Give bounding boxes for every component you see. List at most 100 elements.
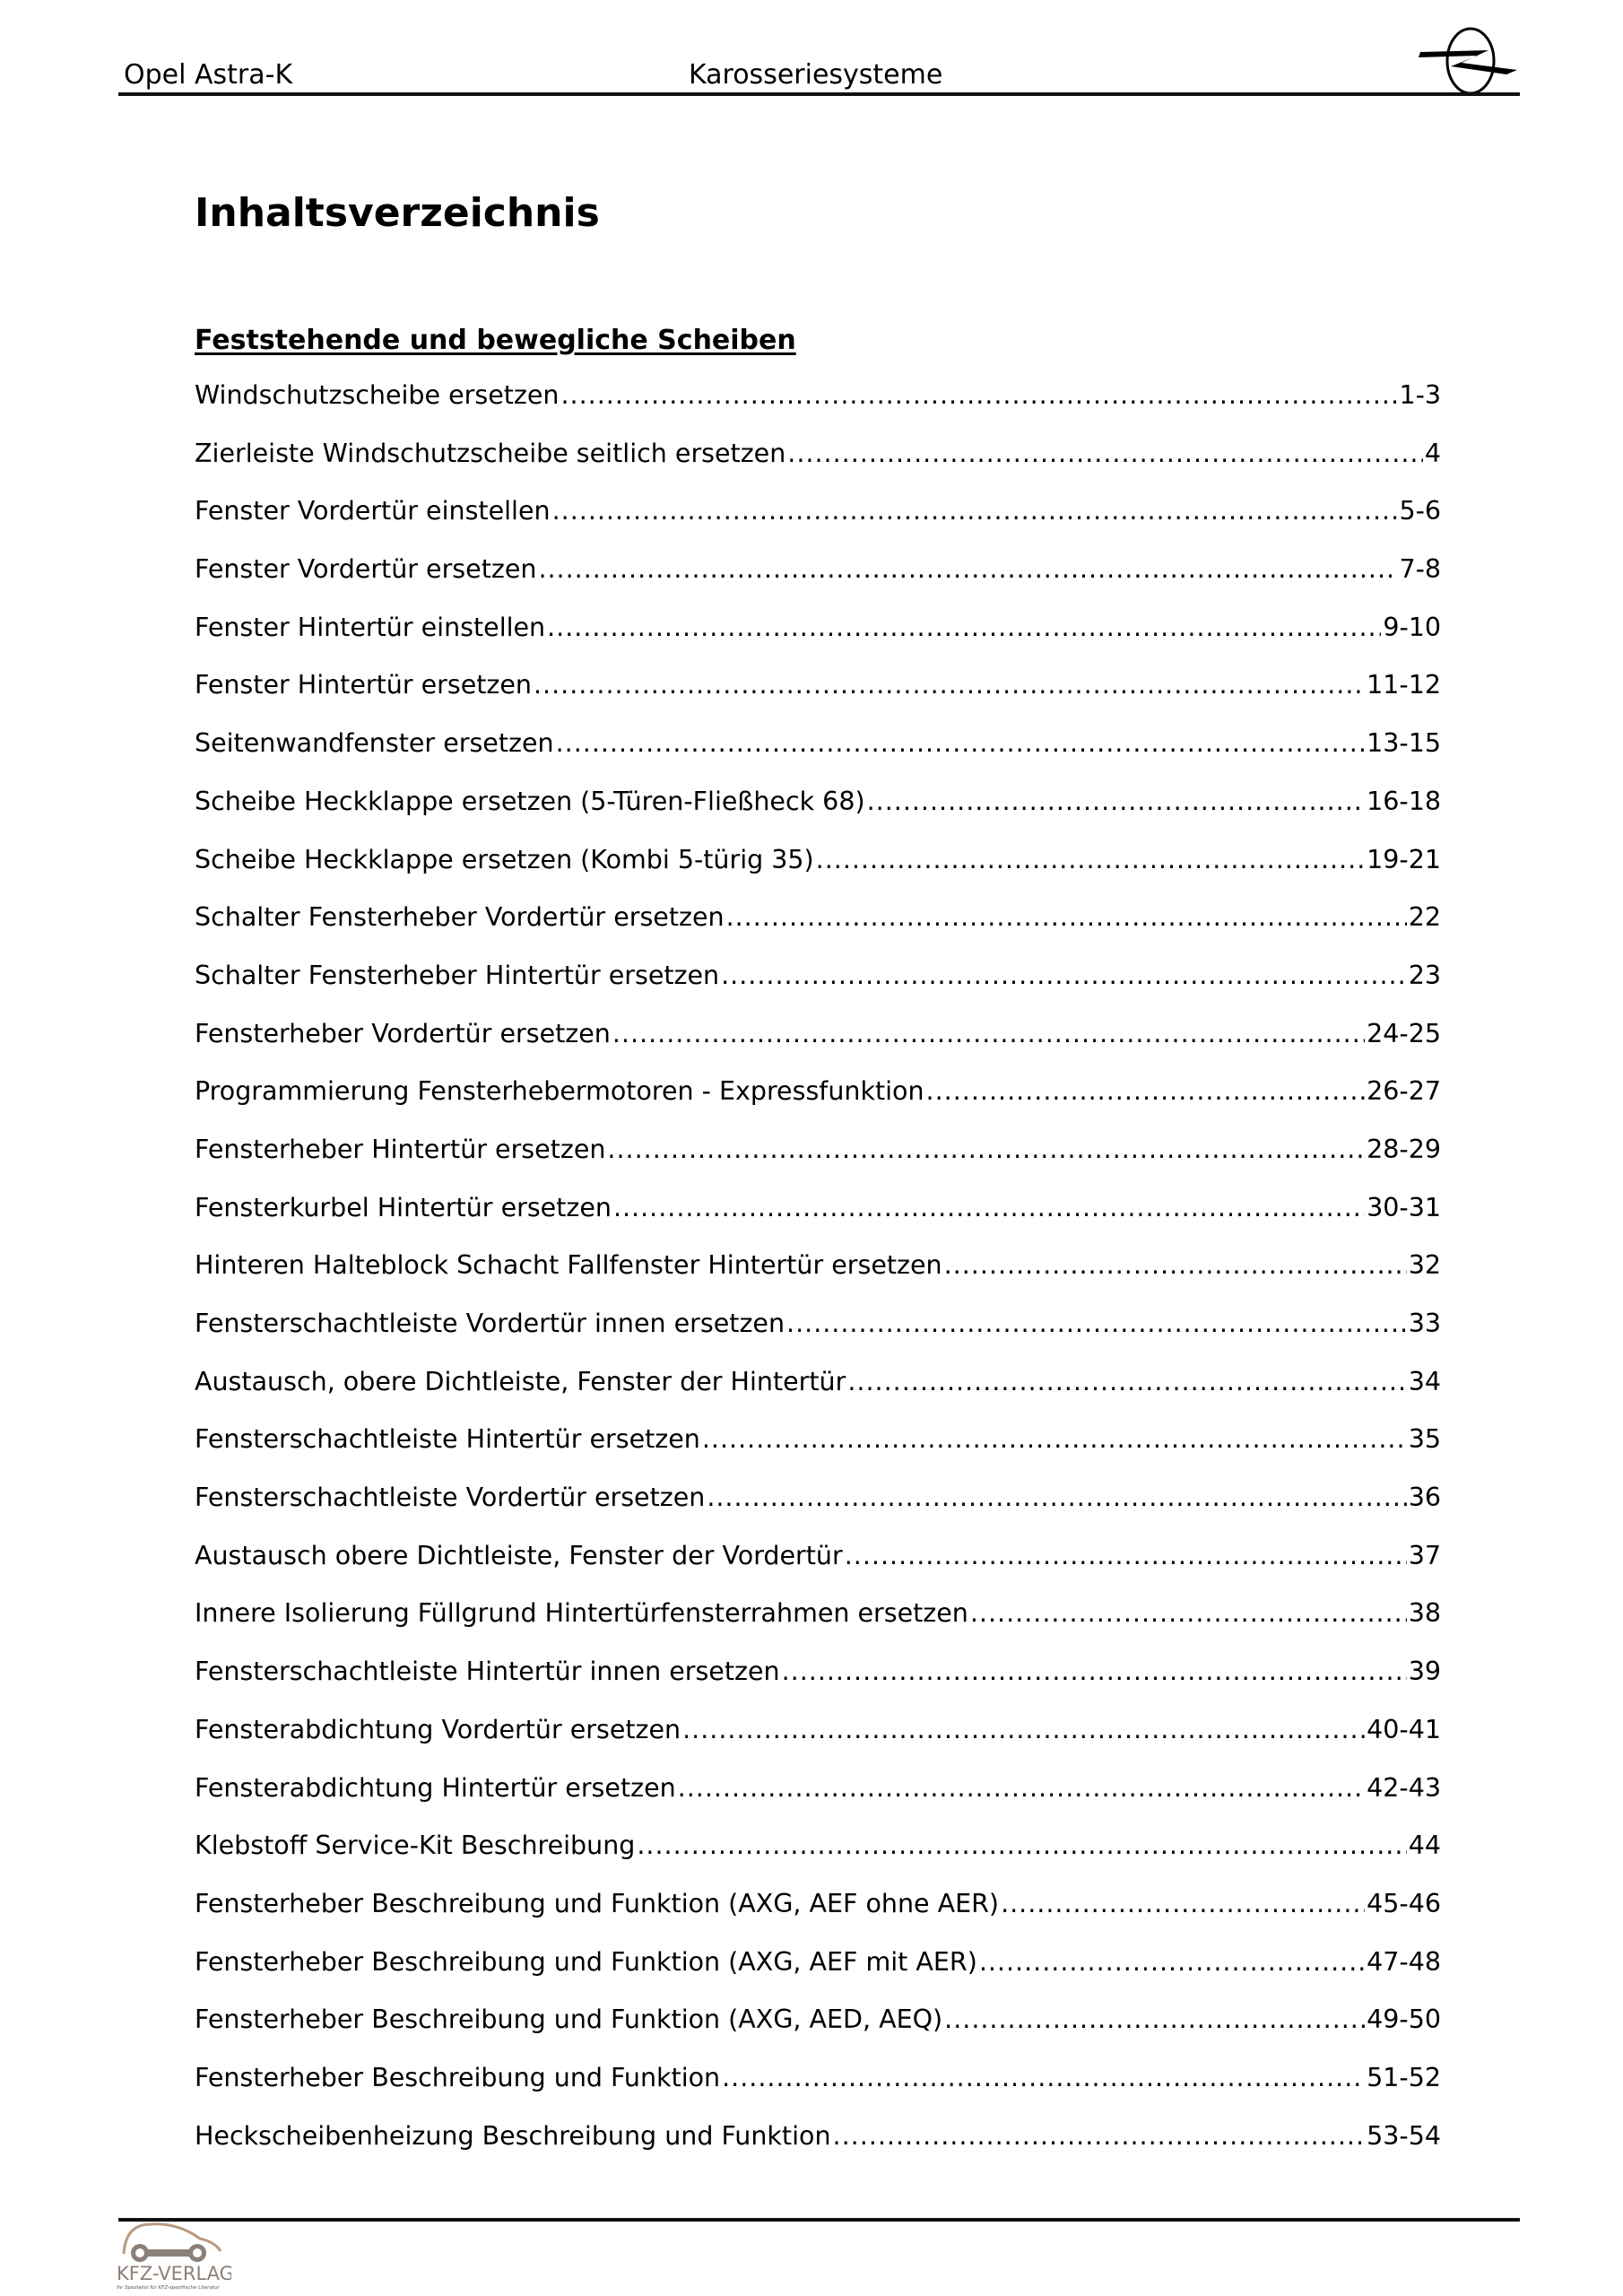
dot-leader bbox=[726, 902, 1407, 932]
toc-entry-title: Klebstoff Service-Kit Beschreibung bbox=[195, 1831, 636, 1861]
toc-entry-title: Windschutzscheibe ersetzen bbox=[195, 380, 560, 410]
toc-entry[interactable]: Fensterheber Hintertür ersetzen 28-29 bbox=[195, 1135, 1441, 1193]
dot-leader bbox=[970, 1598, 1407, 1628]
toc-entry-page: 28-29 bbox=[1367, 1134, 1441, 1164]
header-rule bbox=[118, 92, 1520, 96]
toc-entry[interactable]: Austausch, obere Dichtleiste, Fenster de… bbox=[195, 1367, 1441, 1425]
toc-entry-title: Seitenwandfenster ersetzen bbox=[195, 728, 554, 759]
toc-entry-title: Fensterabdichtung Hintertür ersetzen bbox=[195, 1772, 676, 1803]
toc-entry[interactable]: Fensterschachtleiste Vordertür ersetzen 3… bbox=[195, 1483, 1441, 1541]
toc-entry-page: 34 bbox=[1408, 1366, 1441, 1396]
toc-entry-title: Fensterschachtleiste Vordertür innen ers… bbox=[195, 1309, 785, 1338]
toc-entry[interactable]: Fenster Vordertür ersetzen 7-8 bbox=[195, 554, 1441, 613]
dot-leader bbox=[707, 1483, 1406, 1512]
toc-entry-title: Fenster Hintertür ersetzen bbox=[195, 670, 532, 700]
dot-leader bbox=[845, 1541, 1407, 1570]
dot-leader bbox=[552, 496, 1398, 526]
toc-entry-title: Fensterabdichtung Vordertür ersetzen bbox=[195, 1714, 681, 1744]
toc-entry[interactable]: Fensterabdichtung Hintertür ersetzen 42-4… bbox=[195, 1773, 1441, 1831]
toc-entry-title: Fensterkurbel Hintertür ersetzen bbox=[195, 1192, 612, 1222]
toc-entry-page: 16-18 bbox=[1367, 786, 1441, 816]
toc-entry-page: 45-46 bbox=[1367, 1888, 1441, 1918]
dot-leader bbox=[547, 613, 1381, 642]
toc-entry-title: Austausch obere Dichtleiste, Fenster der… bbox=[195, 1540, 843, 1570]
toc-entry-title: Hinteren Halteblock Schacht Fallfenster … bbox=[195, 1250, 942, 1281]
dot-leader bbox=[678, 1773, 1366, 1803]
toc-entry[interactable]: Scheibe Heckklappe ersetzen (Kombi 5-tür… bbox=[195, 845, 1441, 903]
toc-entry-page: 35 bbox=[1408, 1424, 1441, 1455]
toc-entry-page: 4 bbox=[1424, 438, 1441, 468]
toc-entry[interactable]: Scheibe Heckklappe ersetzen (5-Türen-Fli… bbox=[195, 787, 1441, 845]
toc-entry-page: 22 bbox=[1408, 902, 1441, 933]
toc-entry-page: 11-12 bbox=[1367, 670, 1441, 700]
dot-leader bbox=[782, 1657, 1407, 1686]
toc-entry[interactable]: Fensterheber Beschreibung und Funktion (… bbox=[195, 2005, 1441, 2063]
toc-entry[interactable]: Windschutzscheibe ersetzen 1-3 bbox=[195, 380, 1441, 439]
toc-entry-title: Fensterschachtleiste Hintertür innen ers… bbox=[195, 1657, 780, 1687]
toc-entry-page: 40-41 bbox=[1367, 1714, 1441, 1744]
opel-logo-icon bbox=[1419, 27, 1517, 95]
toc-entry-title: Fensterheber Beschreibung und Funktion (… bbox=[195, 2005, 943, 2035]
toc-entry-title: Scheibe Heckklappe ersetzen (Kombi 5-tür… bbox=[195, 844, 814, 874]
toc-entry[interactable]: Fensterheber Beschreibung und Funktion (… bbox=[195, 1889, 1441, 1947]
toc-entry-page: 30-31 bbox=[1367, 1192, 1441, 1222]
toc-entry[interactable]: Heckscheibenheizung Beschreibung und Fun… bbox=[195, 2121, 1441, 2179]
dot-leader bbox=[944, 1250, 1407, 1280]
toc-entry[interactable]: Innere Isolierung Füllgrund Hintertürfen… bbox=[195, 1598, 1441, 1657]
section-heading: Feststehende und bewegliche Scheiben bbox=[195, 325, 796, 356]
toc-entry[interactable]: Fensterkurbel Hintertür ersetzen 30-31 bbox=[195, 1193, 1441, 1251]
dot-leader bbox=[847, 1367, 1406, 1396]
toc-entry-page: 26-27 bbox=[1367, 1076, 1441, 1107]
toc-entry[interactable]: Schalter Fensterheber Hintertür ersetzen… bbox=[195, 961, 1441, 1019]
toc-entry-page: 36 bbox=[1408, 1483, 1441, 1513]
toc-entry[interactable]: Fenster Hintertür ersetzen 11-12 bbox=[195, 670, 1441, 728]
toc-entry-title: Innere Isolierung Füllgrund Hintertürfen… bbox=[195, 1598, 968, 1629]
toc-entry-page: 47-48 bbox=[1367, 1946, 1441, 1977]
toc-entry[interactable]: Fenster Vordertür einstellen 5-6 bbox=[195, 496, 1441, 554]
table-of-contents: Windschutzscheibe ersetzen 1-3 Zierleiste … bbox=[195, 380, 1441, 2179]
svg-text:Ihr Spezialist für KFZ-spezifi: Ihr Spezialist für KFZ-spezifische Liter… bbox=[117, 2285, 220, 2291]
toc-entry[interactable]: Fensterheber Beschreibung und Funktion 51… bbox=[195, 2063, 1441, 2121]
dot-leader bbox=[682, 1715, 1365, 1744]
toc-entry-page: 42-43 bbox=[1367, 1772, 1441, 1803]
dot-leader bbox=[534, 670, 1365, 700]
toc-entry[interactable]: Fensterheber Beschreibung und Funktion (… bbox=[195, 1947, 1441, 2005]
dot-leader bbox=[612, 1019, 1365, 1048]
header-model: Opel Astra-K bbox=[124, 59, 293, 91]
toc-entry-title: Fensterheber Hintertür ersetzen bbox=[195, 1134, 606, 1164]
toc-entry[interactable]: Fensterschachtleiste Vordertür innen ers… bbox=[195, 1309, 1441, 1367]
footer-rule bbox=[118, 2218, 1520, 2222]
dot-leader bbox=[787, 439, 1423, 468]
toc-entry-page: 37 bbox=[1408, 1540, 1441, 1570]
dot-leader bbox=[721, 961, 1407, 990]
toc-entry-page: 38 bbox=[1408, 1598, 1441, 1629]
toc-entry[interactable]: Fensterschachtleiste Hintertür innen ers… bbox=[195, 1657, 1441, 1715]
toc-entry[interactable]: Fensterschachtleiste Hintertür ersetzen 3… bbox=[195, 1424, 1441, 1483]
toc-entry-title: Fensterschachtleiste Vordertür ersetzen bbox=[195, 1483, 706, 1513]
toc-entry[interactable]: Programmierung Fensterhebermotoren - Exp… bbox=[195, 1076, 1441, 1135]
dot-leader bbox=[816, 845, 1366, 874]
toc-entry-title: Fensterschachtleiste Hintertür ersetzen bbox=[195, 1424, 700, 1455]
toc-entry-page: 49-50 bbox=[1367, 2005, 1441, 2035]
toc-entry[interactable]: Schalter Fensterheber Vordertür ersetzen… bbox=[195, 902, 1441, 961]
toc-entry[interactable]: Seitenwandfenster ersetzen 13-15 bbox=[195, 728, 1441, 787]
toc-entry-page: 1-3 bbox=[1399, 380, 1441, 410]
toc-entry-page: 39 bbox=[1408, 1657, 1441, 1687]
toc-entry[interactable]: Fenster Hintertür einstellen 9-10 bbox=[195, 613, 1441, 671]
dot-leader bbox=[538, 554, 1397, 584]
toc-entry[interactable]: Zierleiste Windschutzscheibe seitlich er… bbox=[195, 439, 1441, 497]
toc-entry[interactable]: Fensterheber Vordertür ersetzen 24-25 bbox=[195, 1019, 1441, 1077]
toc-entry-title: Fensterheber Beschreibung und Funktion (… bbox=[195, 1888, 1000, 1918]
toc-entry[interactable]: Klebstoff Service-Kit Beschreibung 44 bbox=[195, 1831, 1441, 1889]
toc-entry-title: Fensterheber Vordertür ersetzen bbox=[195, 1018, 611, 1048]
toc-entry[interactable]: Austausch obere Dichtleiste, Fenster der… bbox=[195, 1541, 1441, 1599]
toc-entry-title: Programmierung Fensterhebermotoren - Exp… bbox=[195, 1076, 924, 1107]
toc-entry-page: 5-6 bbox=[1399, 496, 1441, 526]
toc-entry-page: 53-54 bbox=[1367, 2120, 1441, 2151]
dot-leader bbox=[702, 1424, 1407, 1454]
toc-entry[interactable]: Hinteren Halteblock Schacht Fallfenster … bbox=[195, 1250, 1441, 1309]
toc-entry[interactable]: Fensterabdichtung Vordertür ersetzen 40-4… bbox=[195, 1715, 1441, 1773]
dot-leader bbox=[926, 1076, 1366, 1106]
toc-entry-page: 33 bbox=[1408, 1309, 1441, 1338]
toc-entry-title: Schalter Fensterheber Hintertür ersetzen bbox=[195, 960, 720, 990]
